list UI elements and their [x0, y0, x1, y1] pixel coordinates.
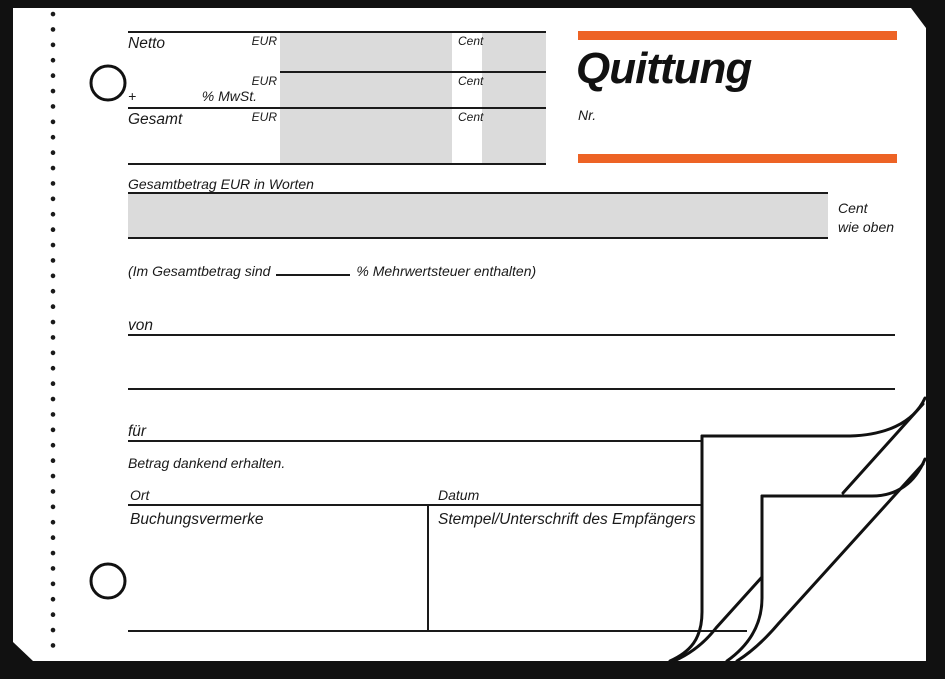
eur-amount-field-column: [280, 33, 452, 164]
gesamt-cent-label: Cent: [458, 110, 484, 124]
page-curl-copies-icon: [668, 396, 927, 663]
mwst-cent-label: Cent: [458, 74, 484, 88]
received-note: Betrag dankend erhalten.: [128, 455, 286, 471]
accent-bar-top: [578, 31, 897, 40]
cent-amount-field-column: [482, 33, 546, 164]
gesamt-eur-label: EUR: [251, 110, 277, 124]
netto-eur-label: EUR: [251, 34, 277, 48]
cent-note-line1: Cent: [838, 200, 868, 216]
vat-note: (Im Gesamtbetrag sind % Mehrwertsteuer en…: [128, 264, 536, 279]
amount-in-words-label: Gesamtbetrag EUR in Worten: [128, 176, 314, 192]
netto-cent-label: Cent: [458, 34, 484, 48]
mwst-plus-sign: +: [128, 88, 137, 104]
booking-box-divider: [427, 505, 429, 631]
vat-percent-blank: [276, 273, 351, 276]
amount-in-words-field: [128, 194, 828, 237]
cent-note-line2: wie oben: [838, 219, 895, 235]
ort-label: Ort: [130, 487, 150, 503]
nr-label: Nr.: [578, 107, 597, 123]
stamp-label: Stempel/Unterschrift des Empfängers: [438, 511, 696, 528]
punch-hole-top-icon: [89, 64, 127, 102]
datum-label: Datum: [438, 487, 480, 503]
mwst-eur-label: EUR: [251, 74, 277, 88]
ort-datum-line: [128, 504, 702, 506]
bottom-line: [128, 630, 747, 632]
vat-note-prefix: (Im Gesamtbetrag sind: [128, 263, 271, 279]
gesamt-row-label: Gesamt: [128, 111, 183, 128]
accent-bar-bottom: [578, 154, 897, 163]
fuer-line: [128, 440, 702, 442]
booking-label: Buchungsvermerke: [130, 511, 264, 528]
punch-hole-bottom-icon: [89, 562, 127, 600]
second-writing-line: [128, 388, 895, 390]
vat-note-suffix: % Mehrwertsteuer enthalten): [356, 263, 537, 279]
netto-row-label: Netto: [128, 35, 166, 52]
fuer-label: für: [128, 423, 147, 440]
mwst-row-label: % MwSt.: [201, 88, 257, 104]
von-label: von: [128, 317, 153, 334]
page-title: Quittung: [576, 44, 752, 93]
perforation-dots-icon: [50, 11, 56, 653]
von-line: [128, 334, 895, 336]
